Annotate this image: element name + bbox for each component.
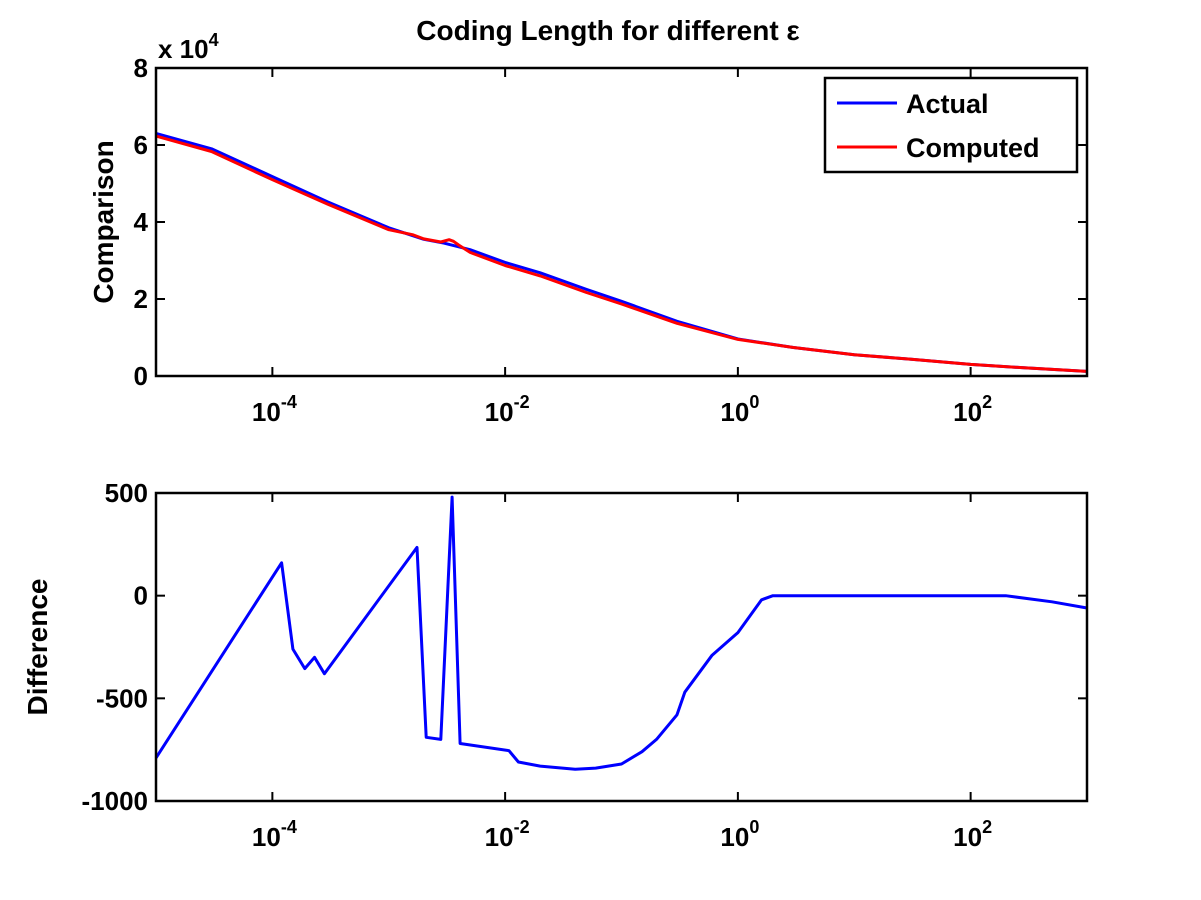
legend-label-computed: Computed bbox=[906, 133, 1039, 163]
bottom-series-line-0 bbox=[154, 495, 1088, 771]
top-xtick-label: 102 bbox=[953, 392, 992, 427]
top-xtick-label: 10-2 bbox=[485, 392, 530, 427]
bottom-ytick-label: -500 bbox=[96, 683, 148, 713]
bottom-plot-area bbox=[156, 493, 1087, 801]
top-ytick-label: 8 bbox=[134, 53, 148, 83]
bottom-ytick-label: 500 bbox=[105, 478, 148, 508]
bottom-xtick-label: 10-4 bbox=[252, 817, 297, 852]
bottom-xtick-label: 102 bbox=[953, 817, 992, 852]
top-series-computed bbox=[155, 134, 1088, 373]
bottom-xtick-label: 100 bbox=[720, 817, 759, 852]
bottom-plot-frame bbox=[154, 491, 1089, 803]
legend-box bbox=[823, 76, 1079, 174]
top-ylabel: Comparison bbox=[88, 140, 119, 303]
chart-title: Coding Length for different ε bbox=[416, 15, 799, 46]
bottom-plot: 10-4 10-2 100 102 -1000 -500 0 500 Difference bbox=[22, 478, 1089, 852]
top-xtick-label: 100 bbox=[720, 392, 759, 427]
top-y-exponent: x 104 bbox=[158, 30, 219, 64]
top-plot-ticks: 10-4 10-2 100 102 0 2 4 6 8 bbox=[134, 53, 1087, 427]
top-ytick-label: 4 bbox=[134, 207, 149, 237]
bottom-ylabel: Difference bbox=[22, 579, 53, 716]
top-plot-series-group bbox=[155, 132, 1088, 373]
bottom-ytick-label: -1000 bbox=[82, 786, 149, 816]
bottom-ytick-label: 0 bbox=[134, 581, 148, 611]
bottom-plot-ticks: 10-4 10-2 100 102 -1000 -500 0 500 bbox=[82, 478, 1087, 852]
top-ytick-label: 2 bbox=[134, 284, 148, 314]
legend-label-actual: Actual bbox=[906, 89, 989, 119]
bottom-plot-series-group bbox=[154, 495, 1088, 771]
top-ytick-label: 6 bbox=[134, 130, 148, 160]
top-ytick-label: 0 bbox=[134, 361, 148, 391]
top-xtick-label: 10-4 bbox=[252, 392, 297, 427]
top-plot: 10-4 10-2 100 102 0 2 4 6 8 x 104 Comparison Act… bbox=[88, 30, 1089, 427]
bottom-xtick-label: 10-2 bbox=[485, 817, 530, 852]
legend: Actual Computed bbox=[823, 76, 1079, 174]
